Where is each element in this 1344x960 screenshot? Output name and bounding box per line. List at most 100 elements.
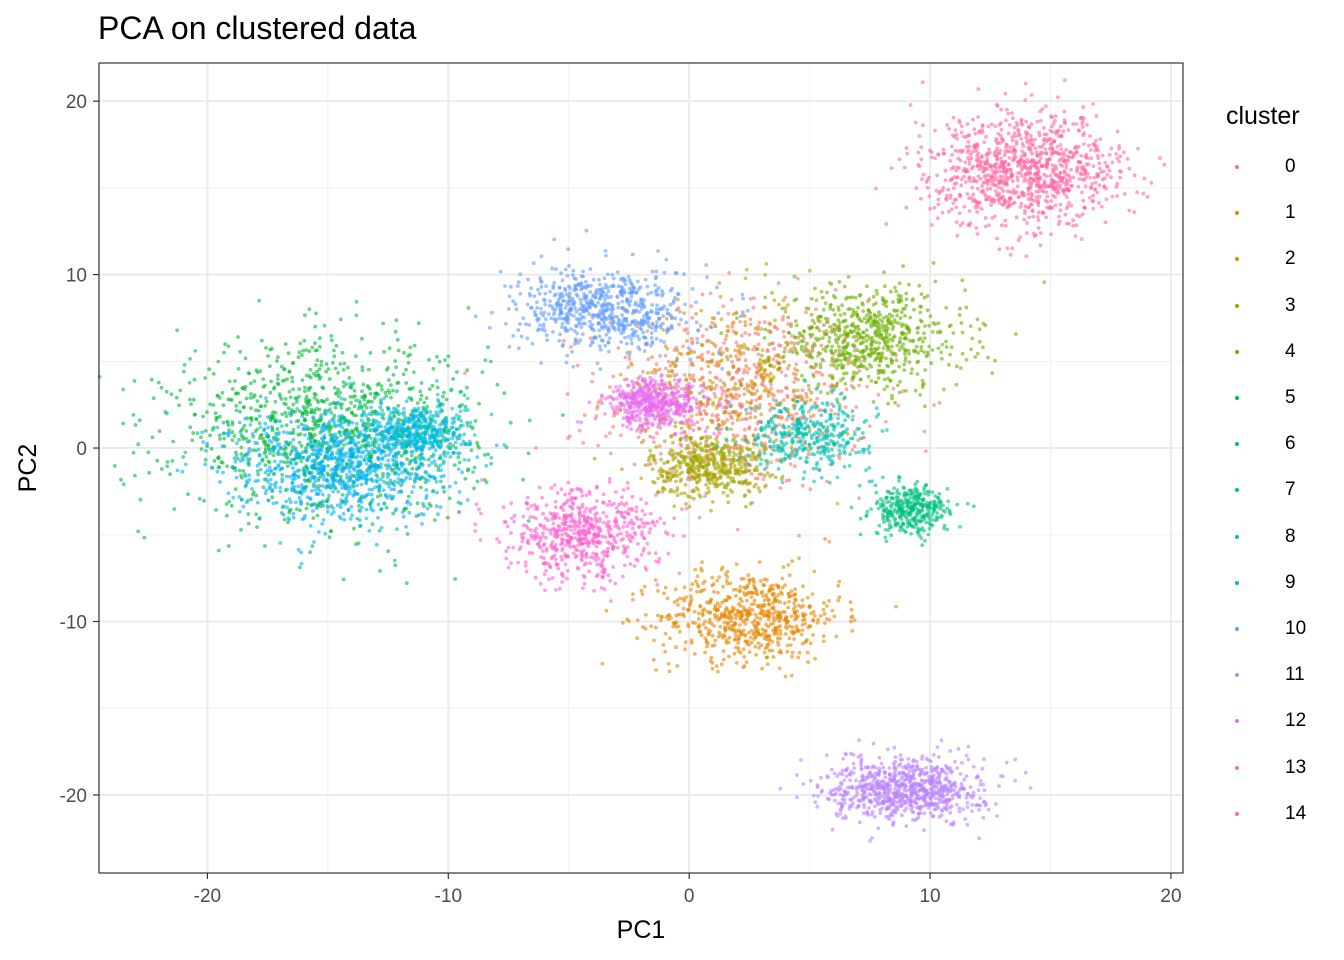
data-point (463, 404, 468, 409)
data-point (814, 430, 818, 435)
data-point (799, 344, 804, 349)
data-point (696, 584, 701, 589)
data-point (940, 356, 944, 361)
data-point (216, 359, 221, 364)
data-point (804, 353, 809, 358)
data-point (913, 482, 918, 487)
data-point (710, 500, 715, 504)
data-point (842, 311, 847, 316)
data-point (708, 378, 712, 383)
data-point (780, 447, 785, 451)
data-point (273, 410, 278, 415)
data-point (744, 504, 748, 509)
data-point (766, 434, 771, 439)
data-point (728, 392, 733, 397)
data-point (844, 345, 849, 350)
data-point (384, 505, 389, 510)
data-point (977, 339, 982, 344)
data-point (399, 454, 404, 458)
data-point (923, 404, 927, 409)
data-point (707, 490, 711, 494)
data-point (789, 324, 793, 328)
data-point (435, 442, 440, 447)
data-point (689, 594, 693, 599)
data-point (925, 353, 930, 357)
data-point (748, 578, 752, 582)
data-point (364, 406, 369, 410)
data-point (678, 465, 683, 470)
data-point (121, 482, 126, 487)
data-point (761, 477, 766, 481)
data-point (811, 413, 816, 418)
data-point (834, 634, 839, 639)
data-point (882, 377, 887, 382)
series-cluster-7 (715, 379, 889, 488)
data-point (604, 434, 608, 439)
data-point (911, 495, 916, 499)
data-point (833, 322, 837, 327)
data-point (763, 632, 768, 637)
data-point (827, 339, 832, 344)
data-point (777, 650, 782, 655)
data-point (945, 527, 950, 532)
data-point (803, 379, 808, 383)
data-point (771, 440, 776, 445)
data-point (797, 446, 802, 450)
data-point (427, 502, 432, 506)
data-point (712, 464, 717, 468)
data-point (840, 410, 845, 414)
data-point (366, 425, 370, 429)
data-point (389, 395, 393, 400)
data-point (352, 433, 357, 438)
data-point (706, 628, 711, 632)
data-point (401, 372, 406, 377)
data-point (766, 422, 771, 427)
data-point (648, 462, 653, 466)
data-point (436, 434, 441, 438)
data-point (656, 589, 660, 593)
data-point (391, 511, 395, 516)
data-point (773, 475, 778, 480)
data-point (847, 464, 852, 468)
data-point (344, 382, 349, 386)
data-point (278, 419, 282, 424)
data-point (720, 392, 725, 396)
data-point (862, 316, 867, 321)
data-point (893, 516, 897, 521)
data-point (763, 473, 767, 478)
data-point (738, 584, 743, 589)
data-point (865, 384, 869, 389)
data-point (913, 349, 918, 354)
data-point (405, 457, 409, 462)
data-point (320, 385, 325, 390)
data-point (355, 430, 360, 434)
data-point (271, 453, 276, 458)
data-point (821, 437, 826, 441)
data-point (508, 420, 513, 425)
data-point (727, 453, 732, 457)
data-point (789, 451, 793, 456)
data-point (821, 634, 826, 638)
data-point (815, 463, 819, 467)
data-point (904, 515, 908, 520)
data-point (714, 383, 719, 388)
data-point (870, 335, 875, 340)
data-point (259, 338, 264, 343)
data-point (923, 324, 927, 328)
data-point (757, 452, 762, 457)
data-point (878, 497, 883, 501)
data-point (408, 438, 413, 443)
data-point (836, 416, 840, 421)
data-point (866, 353, 871, 358)
data-point (773, 318, 777, 323)
data-point (679, 477, 684, 482)
data-point (189, 402, 194, 406)
data-point (212, 459, 217, 463)
data-point (922, 488, 926, 492)
data-point (238, 349, 243, 354)
data-point (818, 614, 823, 618)
data-point (872, 319, 877, 324)
data-point (705, 401, 710, 405)
data-point (169, 392, 174, 397)
data-point (354, 354, 358, 359)
